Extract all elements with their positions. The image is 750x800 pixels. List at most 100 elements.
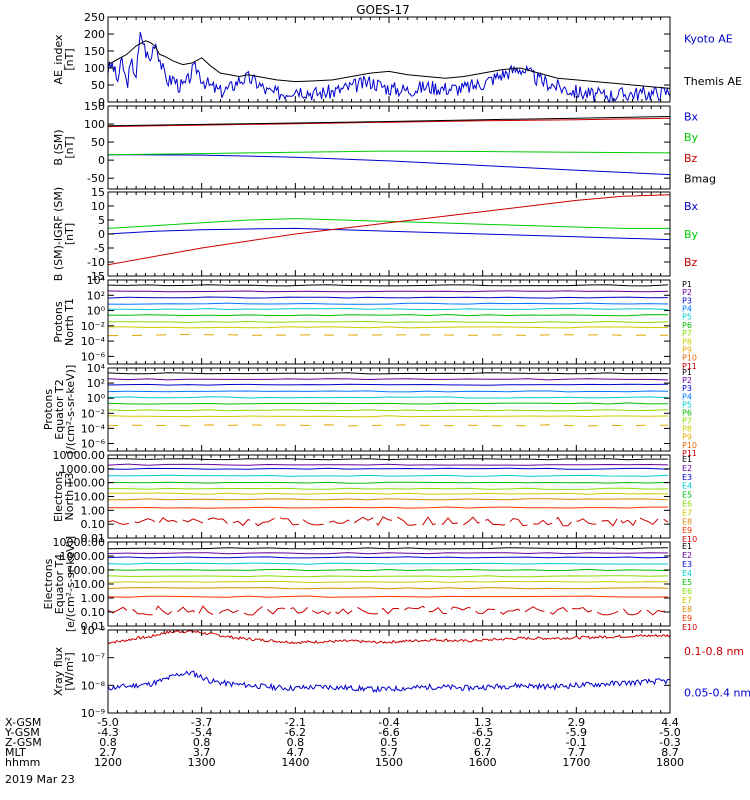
y-axis-label: [nT] — [63, 48, 76, 70]
y-axis-label: [/(cm²-s-sr-keV)] — [64, 365, 77, 455]
channel-label: P3 — [682, 384, 692, 393]
channel-e3 — [107, 467, 669, 470]
y-tick-label: 10⁻² — [81, 407, 105, 420]
channel-e7 — [107, 580, 669, 584]
x-axis-value: 5.7 — [380, 746, 398, 759]
x-axis-value: 1300 — [188, 756, 216, 769]
channel-label: E10 — [682, 535, 697, 544]
x-axis-value: 2.7 — [99, 746, 117, 759]
y-tick-label: 10² — [87, 289, 105, 302]
channel-label: E2 — [682, 551, 692, 560]
legend-entry: 0.1-0.8 nm — [684, 645, 744, 658]
y-axis-label: AE_index — [52, 34, 65, 85]
x-axis-value: 4.4 — [661, 716, 679, 729]
channel-label: P10 — [682, 354, 697, 363]
series-by — [107, 150, 671, 156]
y-tick-label: 0.10 — [81, 518, 106, 531]
y-tick-label: 10⁻⁹ — [81, 707, 105, 720]
y-tick-label: 1.00 — [81, 504, 106, 517]
channel-label: P11 — [682, 362, 697, 371]
channel-e9 — [107, 595, 669, 598]
channel-label: P9 — [682, 345, 692, 354]
channel-p4 — [107, 390, 669, 393]
x-axis-value: 0.8 — [193, 736, 211, 749]
channel-e7 — [108, 492, 669, 495]
channel-p5 — [107, 307, 669, 311]
channel-label: P4 — [682, 392, 692, 401]
y-axis-label: [nT] — [63, 223, 76, 245]
legend-entry: Bmag — [684, 173, 716, 186]
channel-label: E2 — [682, 464, 692, 473]
channel-e6 — [107, 575, 669, 578]
x-axis-value: -5.9 — [566, 726, 587, 739]
y-tick-label: -5 — [94, 242, 105, 255]
panel-ae: 0 50 100 150 200 250 AE_index[nT] Kyoto AE Themi… — [52, 11, 742, 109]
y-axis-label: Equator T4 — [53, 554, 66, 614]
channel-e1 — [107, 458, 668, 461]
channel-label: P8 — [682, 425, 692, 434]
x-axis-value: 1.3 — [474, 716, 492, 729]
x-axis-value: 6.7 — [474, 746, 492, 759]
channel-label: E3 — [682, 473, 692, 482]
y-tick-label: 0 — [98, 228, 105, 241]
x-axis-value: 1200 — [94, 756, 122, 769]
channel-label: P2 — [682, 288, 692, 297]
y-tick-label: 10⁰ — [87, 392, 106, 405]
series-themis-ae — [107, 40, 671, 89]
legend-entry: Kyoto AE — [684, 32, 733, 45]
y-axis-label: [e/(cm²-s-sr-keV)] — [64, 536, 77, 632]
x-axis-value: -5.0 — [97, 716, 118, 729]
channel-e4 — [107, 474, 669, 477]
legend-entry: Bz — [684, 152, 698, 165]
x-axis-value: 8.7 — [661, 746, 679, 759]
x-axis-row-label: Z-GSM — [5, 736, 42, 749]
channel-label: P8 — [682, 337, 692, 346]
channel-label: P11 — [682, 449, 697, 458]
channel-label: E6 — [682, 587, 692, 596]
y-tick-label: 10.00 — [74, 491, 106, 504]
x-axis-row-label: MLT — [5, 746, 26, 759]
y-tick-label: -15 — [87, 270, 105, 283]
channel-p1 — [107, 372, 669, 375]
y-tick-label: 150 — [84, 100, 105, 113]
channel-p9 — [107, 333, 669, 337]
x-axis-value: 1600 — [469, 756, 497, 769]
channel-p9 — [107, 424, 669, 427]
channel-label: E6 — [682, 500, 692, 509]
x-axis-value: -2.1 — [285, 716, 306, 729]
channel-label: P1 — [682, 280, 692, 289]
y-axis-label: North T1 — [63, 298, 76, 346]
chart-title: GOES-17 — [356, 3, 410, 17]
y-tick-label: 10⁴ — [87, 274, 106, 287]
channel-e1 — [107, 547, 669, 550]
channel-p3 — [107, 383, 669, 386]
channel-label: E9 — [682, 614, 692, 623]
channel-p5 — [107, 396, 669, 399]
channel-label: P7 — [682, 417, 692, 426]
y-axis-label: Protons — [52, 301, 65, 342]
y-axis-label: [nT] — [63, 136, 76, 158]
channel-label: E7 — [682, 508, 692, 517]
x-axis-value: 0.8 — [99, 736, 117, 749]
x-axis-value: 0.5 — [380, 736, 398, 749]
y-tick-label: 50 — [91, 136, 105, 149]
y-tick-label: 10⁴ — [87, 362, 106, 375]
channel-p7 — [108, 320, 669, 324]
x-axis-row-label: hhmm — [5, 756, 40, 769]
y-tick-label: 100 — [84, 62, 105, 75]
y-axis-label: B (SM)-IGRF (SM) — [52, 187, 65, 281]
channel-p4 — [107, 302, 669, 305]
panel-frame — [107, 191, 671, 277]
channel-p8 — [107, 415, 669, 418]
channel-label: E8 — [682, 517, 692, 526]
channel-label: P1 — [682, 368, 692, 377]
y-tick-label: 10⁰ — [87, 305, 106, 318]
y-tick-label: 100.00 — [67, 477, 106, 490]
y-tick-label: 100 — [84, 118, 105, 131]
y-tick-label: 10⁻⁷ — [81, 652, 105, 665]
channel-e6 — [108, 487, 669, 490]
channel-p7 — [107, 409, 669, 412]
